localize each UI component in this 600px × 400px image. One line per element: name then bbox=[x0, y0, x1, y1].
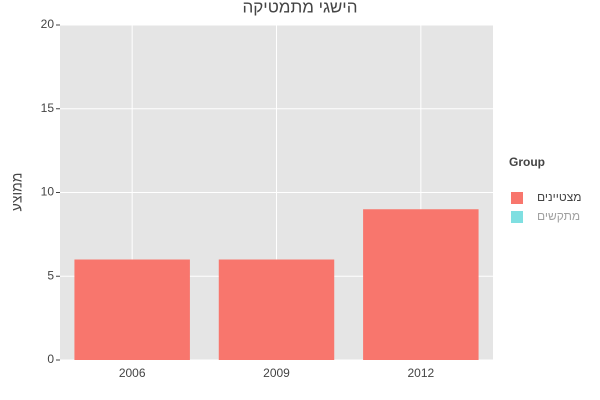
y-tick-label: 10 bbox=[41, 185, 55, 199]
bar bbox=[74, 259, 190, 360]
x-tick-label: 2006 bbox=[119, 366, 146, 380]
legend-label[interactable]: מתקשים bbox=[537, 209, 580, 223]
chart-title: הישגי מתמטיקה bbox=[242, 0, 357, 16]
bar bbox=[363, 209, 479, 360]
x-tick-label: 2009 bbox=[263, 366, 290, 380]
bar bbox=[218, 259, 335, 360]
legend-label[interactable]: מצטיינים bbox=[537, 190, 582, 204]
y-tick-label: 5 bbox=[47, 268, 54, 282]
y-tick-label: 15 bbox=[41, 101, 55, 115]
x-tick-label: 2012 bbox=[407, 366, 434, 380]
legend-title: Group bbox=[509, 155, 545, 169]
legend-swatch[interactable] bbox=[511, 192, 523, 204]
y-tick-label: 20 bbox=[41, 17, 55, 31]
legend-swatch[interactable] bbox=[511, 211, 523, 223]
y-axis-label: ממוצע bbox=[9, 173, 25, 212]
y-tick-label: 0 bbox=[47, 352, 54, 366]
